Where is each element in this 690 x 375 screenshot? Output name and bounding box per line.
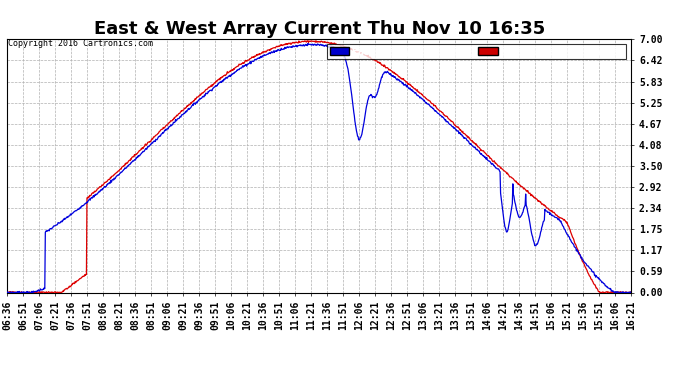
Title: East & West Array Current Thu Nov 10 16:35: East & West Array Current Thu Nov 10 16:… (94, 20, 544, 38)
Text: Copyright 2016 Cartronics.com: Copyright 2016 Cartronics.com (8, 39, 153, 48)
Legend: East Array  (DC Amps), West Array  (DC Amps): East Array (DC Amps), West Array (DC Amp… (327, 44, 627, 59)
